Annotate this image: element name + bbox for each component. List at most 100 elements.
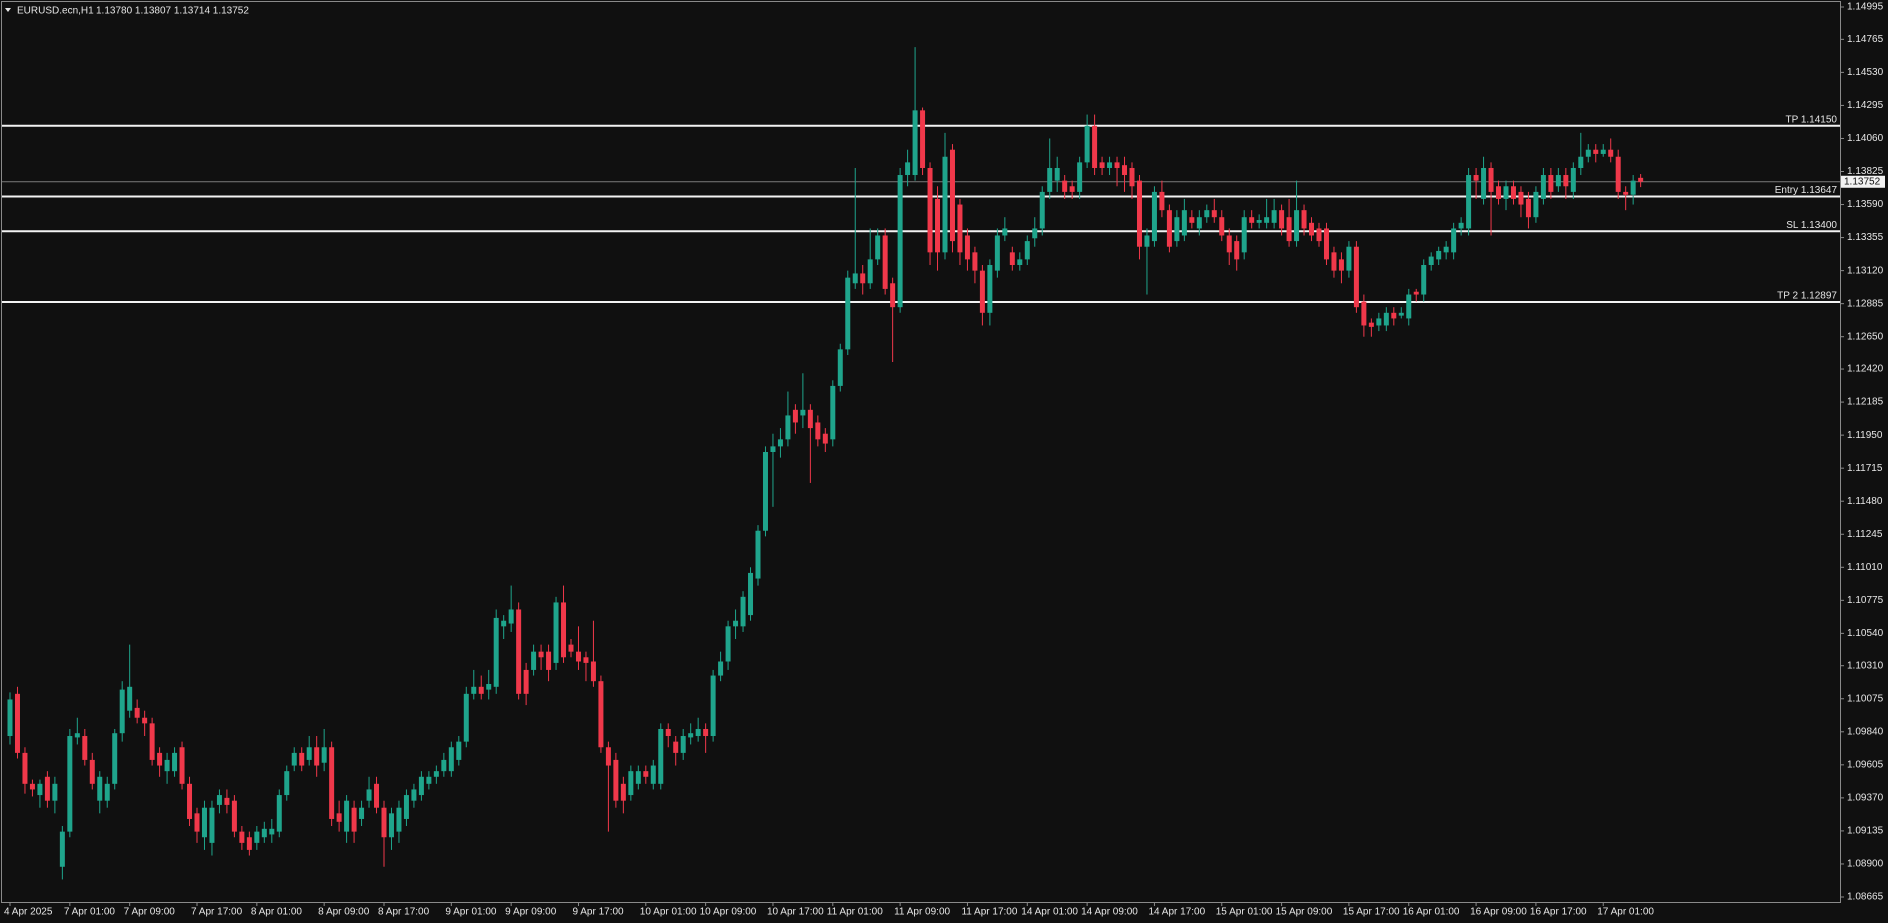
candle-body [1570,167,1576,192]
y-tick-label: 1.09135 [1847,826,1884,837]
candle-body [620,783,626,801]
candle-body [1376,318,1382,326]
candle-body [546,651,552,670]
candle-body [1413,291,1419,295]
x-tick-label: 8 Apr 01:00 [251,907,303,918]
candle-body [463,693,469,742]
candle-body [748,572,754,616]
level-label: TP 1.14150 [1785,114,1837,125]
x-tick-label: 9 Apr 17:00 [572,907,624,918]
candle-body [568,644,574,652]
x-tick-label: 7 Apr 17:00 [191,907,243,918]
candle-body [770,446,776,452]
x-tick-label: 11 Apr 17:00 [961,907,1017,918]
candle-body [1346,246,1352,271]
y-tick-label: 1.14530 [1847,67,1884,78]
symbol-menu-icon [5,8,11,12]
x-tick-label: 8 Apr 17:00 [378,907,430,918]
candle-body [359,807,365,819]
candle-body [1338,259,1344,271]
candle-body [860,273,866,284]
y-tick-label: 1.08900 [1847,859,1884,870]
candle-body [1458,222,1464,229]
candle-body [456,741,462,760]
candle-body [1548,175,1554,192]
candle-body [1196,217,1202,229]
candle-body [1241,217,1247,253]
candle-body [905,162,911,176]
candle-body [216,795,222,805]
x-tick-label: 10 Apr 17:00 [767,907,824,918]
candle-body [14,693,20,753]
candle-body [89,759,95,784]
candle-body [1099,162,1105,168]
candle-body [74,733,80,738]
candle-body [1331,252,1337,271]
candle-body [1406,294,1412,319]
x-tick-label: 8 Apr 09:00 [318,907,370,918]
candle-body [201,807,207,838]
y-tick-label: 1.13120 [1847,265,1884,276]
y-tick-label: 1.13355 [1847,232,1884,243]
candle-body [1271,210,1277,223]
candle-body [777,439,783,447]
candle-body [411,789,417,801]
x-tick-label: 9 Apr 01:00 [445,907,497,918]
candle-body [792,409,798,423]
candle-body [448,747,454,772]
candle-body [957,204,963,253]
candle-body [650,765,656,784]
candle-body [1032,228,1038,239]
y-tick-label: 1.14295 [1847,100,1884,111]
x-tick-label: 16 Apr 17:00 [1530,907,1587,918]
candle-body [261,828,267,838]
candle-body [516,609,522,694]
candle-body [441,759,447,772]
x-tick-label: 15 Apr 09:00 [1276,907,1333,918]
candle-body [695,728,701,737]
candle-body [553,602,559,663]
candle-body [1473,175,1479,181]
candle-body [37,783,43,796]
candle-body [344,800,350,832]
candle-body [1084,125,1090,163]
candle-body [1107,162,1113,168]
candle-body [1600,149,1606,154]
candle-body [1219,217,1225,236]
candle-body [164,759,170,772]
candle-body [1623,191,1629,195]
candle-body [157,752,163,766]
candle-body [374,783,380,808]
candle-body [815,422,821,440]
y-tick-label: 1.09370 [1847,793,1884,804]
candle-body [920,110,926,168]
candle-body [149,723,155,760]
y-tick-label: 1.10775 [1847,595,1884,606]
plot-border [1,1,1841,903]
candle-body [1181,210,1187,236]
candle-body [1189,217,1195,223]
y-tick-label: 1.14995 [1847,2,1884,13]
candle-body [44,776,50,801]
candle-body [1024,241,1030,260]
candle-body [1204,210,1210,218]
candle-body [875,235,881,260]
candle-body [1301,210,1307,229]
symbol-title: EURUSD.ecn,H1 [17,6,94,17]
candle-body [605,747,611,766]
x-tick-label: 14 Apr 01:00 [1021,907,1078,918]
candle-body [845,277,851,350]
x-tick-label: 16 Apr 01:00 [1403,907,1460,918]
candle-body [1503,186,1509,199]
candle-body [486,683,492,690]
candle-body [561,602,567,658]
x-tick-label: 7 Apr 09:00 [124,907,176,918]
candle-body [1383,312,1389,326]
candle-body [127,686,133,711]
y-tick-label: 1.11950 [1847,430,1883,441]
candle-body [1264,217,1270,223]
candle-body [673,741,679,753]
candle-body [508,609,514,624]
x-tick-label: 15 Apr 17:00 [1343,907,1400,918]
